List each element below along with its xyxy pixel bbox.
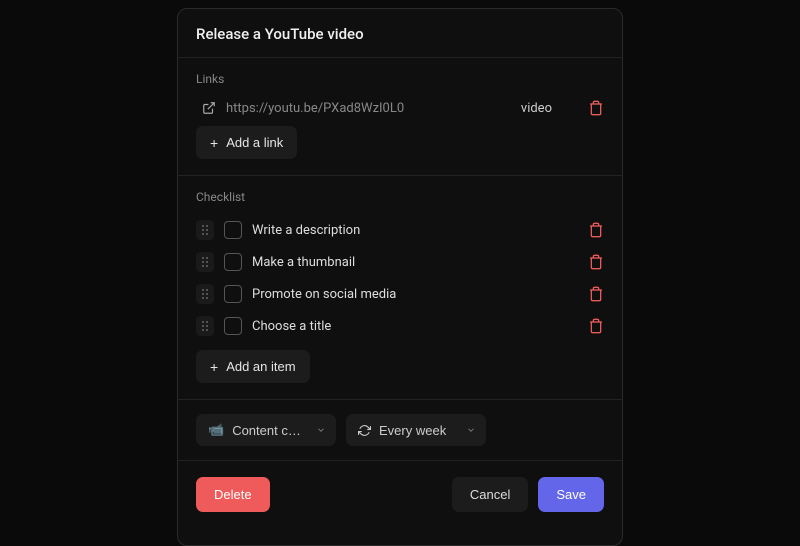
- category-label: Content c…: [232, 423, 301, 438]
- trash-icon[interactable]: [588, 286, 604, 302]
- drag-handle-icon[interactable]: [196, 284, 214, 304]
- links-section: Links https://youtu.be/PXad8WzI0L0 video…: [178, 58, 622, 176]
- checkbox[interactable]: [224, 285, 242, 303]
- task-card: Release a YouTube video Links https://yo…: [177, 8, 623, 546]
- link-row: https://youtu.be/PXad8WzI0L0 video: [196, 96, 604, 126]
- cancel-button[interactable]: Cancel: [452, 477, 528, 512]
- drag-handle-icon[interactable]: [196, 316, 214, 336]
- checklist-label: Checklist: [196, 190, 604, 204]
- category-emoji-icon: 📹: [208, 422, 224, 438]
- add-link-label: Add a link: [226, 135, 283, 150]
- link-tag: video: [521, 101, 552, 116]
- plus-icon: +: [210, 360, 218, 374]
- checklist-item-label: Choose a title: [252, 319, 578, 334]
- add-checklist-item-button[interactable]: + Add an item: [196, 350, 310, 383]
- controls-row: 📹 Content c… Every week: [178, 400, 622, 461]
- checklist-item-label: Make a thumbnail: [252, 255, 578, 270]
- category-dropdown[interactable]: 📹 Content c…: [196, 414, 336, 446]
- delete-button[interactable]: Delete: [196, 477, 270, 512]
- checklist-item: Promote on social media: [196, 278, 604, 310]
- links-label: Links: [196, 72, 604, 86]
- recurrence-label: Every week: [379, 423, 446, 438]
- checklist-item-label: Write a description: [252, 223, 578, 238]
- checkbox[interactable]: [224, 317, 242, 335]
- chevron-down-icon: [316, 425, 326, 435]
- chevron-down-icon: [466, 425, 476, 435]
- checklist-item: Write a description: [196, 214, 604, 246]
- recurrence-dropdown[interactable]: Every week: [346, 414, 486, 446]
- drag-handle-icon[interactable]: [196, 220, 214, 240]
- plus-icon: +: [210, 136, 218, 150]
- trash-icon[interactable]: [588, 100, 604, 116]
- save-button[interactable]: Save: [538, 477, 604, 512]
- link-url[interactable]: https://youtu.be/PXad8WzI0L0: [226, 101, 511, 116]
- checklist-item-label: Promote on social media: [252, 287, 578, 302]
- checklist-item: Make a thumbnail: [196, 246, 604, 278]
- add-link-button[interactable]: + Add a link: [196, 126, 297, 159]
- checklist-item: Choose a title: [196, 310, 604, 342]
- trash-icon[interactable]: [588, 222, 604, 238]
- add-checklist-label: Add an item: [226, 359, 295, 374]
- checkbox[interactable]: [224, 253, 242, 271]
- footer: Delete Cancel Save: [178, 461, 622, 530]
- refresh-icon: [358, 424, 371, 437]
- checkbox[interactable]: [224, 221, 242, 239]
- task-title: Release a YouTube video: [196, 25, 604, 43]
- external-link-icon: [202, 101, 216, 115]
- trash-icon[interactable]: [588, 254, 604, 270]
- card-header: Release a YouTube video: [178, 9, 622, 58]
- drag-handle-icon[interactable]: [196, 252, 214, 272]
- trash-icon[interactable]: [588, 318, 604, 334]
- checklist-section: Checklist Write a description Make a thu…: [178, 176, 622, 400]
